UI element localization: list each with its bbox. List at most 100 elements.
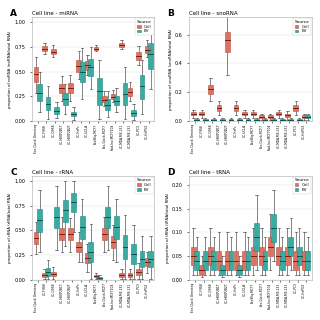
Text: Cell line - miRNA: Cell line - miRNA (32, 11, 78, 16)
Bar (199, 112, 204, 115)
Bar (37, 84, 42, 101)
Bar (93, 275, 98, 277)
Bar (217, 105, 221, 111)
Bar (85, 253, 90, 263)
Bar (203, 119, 208, 120)
Text: A: A (10, 9, 17, 18)
Bar (212, 251, 216, 270)
Bar (59, 228, 64, 240)
Bar (42, 273, 47, 277)
Bar (71, 193, 76, 212)
Y-axis label: proportion of rRNA (rRNA/total RNA): proportion of rRNA (rRNA/total RNA) (8, 193, 12, 263)
Bar (59, 84, 64, 93)
Bar (54, 206, 59, 228)
Bar (68, 228, 73, 240)
Bar (119, 273, 124, 277)
Bar (140, 251, 144, 267)
Bar (225, 32, 230, 52)
Bar (297, 247, 302, 266)
Bar (88, 242, 93, 262)
Bar (34, 67, 38, 82)
Bar (302, 251, 307, 270)
Bar (246, 119, 250, 120)
Text: B: B (167, 9, 174, 18)
Bar (119, 43, 124, 47)
Bar (88, 59, 93, 76)
Bar (128, 273, 132, 277)
Bar (80, 216, 84, 239)
Bar (234, 105, 238, 111)
Bar (237, 119, 242, 120)
Bar (51, 272, 56, 276)
Bar (285, 114, 290, 117)
Bar (131, 110, 136, 116)
Bar (191, 247, 196, 266)
Bar (140, 75, 144, 99)
Bar (148, 251, 153, 267)
Bar (251, 112, 255, 115)
Bar (145, 258, 149, 266)
Bar (228, 119, 233, 120)
Bar (246, 251, 250, 270)
Bar (71, 112, 76, 116)
Bar (297, 119, 302, 120)
Bar (242, 112, 247, 115)
Bar (271, 119, 276, 120)
Y-axis label: proportion of tRNA (tRNA/total RNA): proportion of tRNA (tRNA/total RNA) (165, 193, 170, 263)
Bar (254, 119, 259, 120)
Bar (259, 247, 264, 266)
Bar (114, 96, 119, 105)
Bar (276, 247, 281, 266)
Bar (114, 216, 119, 239)
Bar (51, 49, 56, 54)
Bar (237, 266, 242, 275)
Bar (302, 115, 307, 118)
Bar (280, 251, 284, 270)
Bar (111, 94, 116, 99)
Bar (148, 43, 153, 69)
Bar (136, 52, 141, 60)
Y-axis label: proportion of miRNA (miRNA/total RNA): proportion of miRNA (miRNA/total RNA) (8, 30, 12, 108)
Bar (34, 232, 38, 244)
Bar (288, 237, 293, 256)
Bar (128, 88, 132, 96)
Bar (194, 119, 199, 120)
Bar (242, 251, 247, 270)
Bar (136, 269, 141, 275)
Text: C: C (10, 168, 17, 177)
Text: D: D (167, 168, 175, 177)
Bar (251, 247, 255, 266)
Bar (191, 112, 196, 115)
Bar (228, 251, 233, 270)
Bar (208, 85, 213, 94)
Bar (263, 251, 268, 270)
Bar (194, 251, 199, 270)
Bar (293, 105, 298, 111)
Bar (63, 93, 68, 105)
Bar (199, 266, 204, 275)
Bar (288, 119, 293, 120)
Bar (102, 96, 107, 102)
Bar (217, 251, 221, 270)
Text: Cell line - tRNA: Cell line - tRNA (189, 170, 230, 175)
Bar (76, 60, 81, 72)
Bar (293, 251, 298, 270)
Bar (234, 251, 238, 270)
Bar (76, 242, 81, 252)
Bar (203, 251, 208, 270)
Y-axis label: proportion of snoRNA (snoRNA/total RNA): proportion of snoRNA (snoRNA/total RNA) (169, 28, 173, 110)
Bar (80, 62, 84, 83)
Bar (37, 209, 42, 232)
Legend: Cell, EV: Cell, EV (135, 18, 154, 35)
Bar (42, 46, 47, 51)
Bar (97, 77, 102, 105)
Bar (212, 119, 216, 120)
Bar (271, 214, 276, 242)
Bar (111, 236, 116, 248)
Bar (305, 115, 310, 118)
Legend: Cell, EV: Cell, EV (135, 177, 154, 194)
Bar (46, 97, 51, 110)
Bar (93, 47, 98, 50)
Bar (63, 200, 68, 222)
Bar (254, 223, 259, 251)
